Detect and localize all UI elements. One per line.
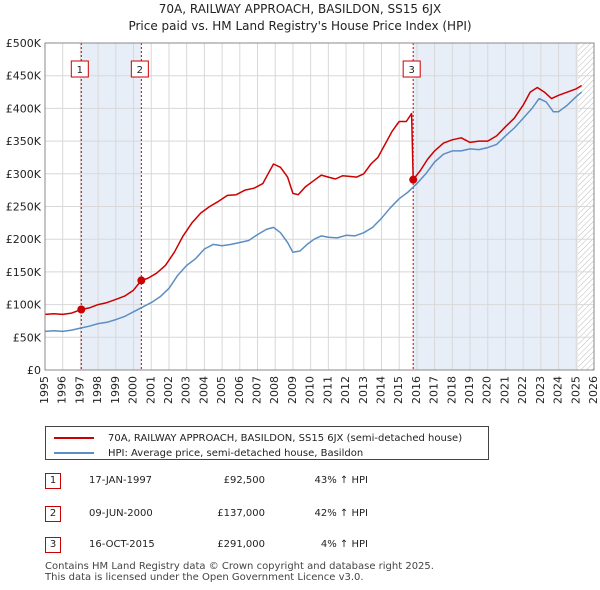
footer-attribution: Contains HM Land Registry data © Crown c… <box>45 561 434 583</box>
series-line-hpi <box>44 91 583 333</box>
x-tick-label: 2015 <box>392 376 405 404</box>
x-tick-label: 2004 <box>197 376 210 404</box>
x-tick-label: 2018 <box>445 376 458 404</box>
legend-swatch-blue <box>54 452 94 454</box>
x-tick-label: 2006 <box>233 376 246 404</box>
sale-label-box <box>70 60 89 78</box>
legend-swatch-red <box>54 437 94 439</box>
sale-marker-badge: 2 <box>45 506 61 522</box>
y-tick-label: £500K <box>6 37 42 50</box>
x-tick-label: 2012 <box>339 376 352 404</box>
y-tick-label: £200K <box>6 233 42 246</box>
x-tick-label: 2016 <box>410 376 423 404</box>
x-tick-label: 2024 <box>552 376 565 404</box>
x-tick-label: 2011 <box>321 376 334 404</box>
x-tick-label: 2001 <box>144 376 157 404</box>
x-tick-label: 2003 <box>180 376 193 404</box>
sale-price: £137,000 <box>217 508 265 519</box>
sale-label-box <box>130 60 149 78</box>
sale-label-number: 1 <box>77 65 83 76</box>
sale-hpi-change: 4% ↑ HPI <box>320 539 368 550</box>
footer-licence: This data is licensed under the Open Gov… <box>45 572 364 583</box>
legend-entry-sales: 70A, RAILWAY APPROACH, BASILDON, SS15 6J… <box>54 431 462 445</box>
y-tick-label: £450K <box>6 70 42 83</box>
y-tick-label: £0 <box>27 364 41 377</box>
sale-price: £291,000 <box>217 539 265 550</box>
sale-price: £92,500 <box>223 475 265 486</box>
x-tick-label: 2022 <box>516 376 529 404</box>
x-tick-label: 2025 <box>569 376 582 404</box>
sale-date: 16-OCT-2015 <box>89 539 155 550</box>
sale-date: 09-JUN-2000 <box>89 508 153 519</box>
x-tick-label: 2000 <box>127 376 140 404</box>
x-tick-label: 2023 <box>534 376 547 404</box>
legend-entry-hpi: HPI: Average price, semi-detached house,… <box>54 446 363 460</box>
chart-subtitle: Price paid vs. HM Land Registry's House … <box>128 19 471 33</box>
x-tick-label: 2008 <box>268 376 281 404</box>
x-tick-label: 2020 <box>481 376 494 404</box>
y-tick-label: £350K <box>6 135 42 148</box>
x-tick-label: 2019 <box>463 376 476 404</box>
footer-copyright: Contains HM Land Registry data © Crown c… <box>45 561 434 572</box>
sale-row: 2 09-JUN-2000 £137,000 42% ↑ HPI <box>45 506 465 522</box>
y-tick-label: £300K <box>6 168 42 181</box>
sale-row: 1 17-JAN-1997 £92,500 43% ↑ HPI <box>45 473 465 489</box>
y-tick-label: £150K <box>6 266 42 279</box>
x-tick-label: 2013 <box>357 376 370 404</box>
sale-row: 3 16-OCT-2015 £291,000 4% ↑ HPI <box>45 537 465 553</box>
x-tick-label: 2017 <box>428 376 441 404</box>
chart-legend: 70A, RAILWAY APPROACH, BASILDON, SS15 6J… <box>45 426 489 460</box>
sale-label-number: 3 <box>408 65 414 76</box>
y-tick-label: £100K <box>6 299 42 312</box>
sale-marker-badge: 1 <box>45 473 61 489</box>
x-tick-label: 1997 <box>73 376 86 404</box>
x-tick-label: 2002 <box>162 376 175 404</box>
x-tick-label: 1998 <box>91 376 104 404</box>
sale-date: 17-JAN-1997 <box>89 475 153 486</box>
plot-frame <box>44 42 595 371</box>
sale-hpi-change: 43% ↑ HPI <box>314 475 368 486</box>
y-tick-label: £400K <box>6 102 42 115</box>
x-tick-label: 1996 <box>56 376 69 404</box>
x-tick-label: 2014 <box>374 376 387 404</box>
x-tick-label: 2010 <box>304 376 317 404</box>
x-tick-label: 1995 <box>38 376 51 404</box>
chart-title: 70A, RAILWAY APPROACH, BASILDON, SS15 6J… <box>159 2 442 16</box>
sale-label-number: 2 <box>137 65 143 76</box>
sale-point <box>409 175 418 184</box>
x-tick-label: 2005 <box>215 376 228 404</box>
y-tick-label: £250K <box>6 201 42 214</box>
x-tick-label: 1999 <box>109 376 122 404</box>
x-tick-label: 2009 <box>286 376 299 404</box>
sale-marker-badge: 3 <box>45 537 61 553</box>
y-tick-label: £50K <box>13 331 42 344</box>
x-tick-label: 2007 <box>251 376 264 404</box>
sale-point <box>137 276 146 285</box>
price-chart: 70A, RAILWAY APPROACH, BASILDON, SS15 6J… <box>6 2 600 404</box>
legend-label-hpi: HPI: Average price, semi-detached house,… <box>108 447 364 459</box>
x-tick-label: 2021 <box>498 376 511 404</box>
sale-label-box <box>402 60 421 78</box>
legend-label-sales: 70A, RAILWAY APPROACH, BASILDON, SS15 6J… <box>108 432 463 444</box>
x-tick-label: 2026 <box>587 376 600 404</box>
sale-hpi-change: 42% ↑ HPI <box>314 508 368 519</box>
sale-point <box>77 305 86 314</box>
